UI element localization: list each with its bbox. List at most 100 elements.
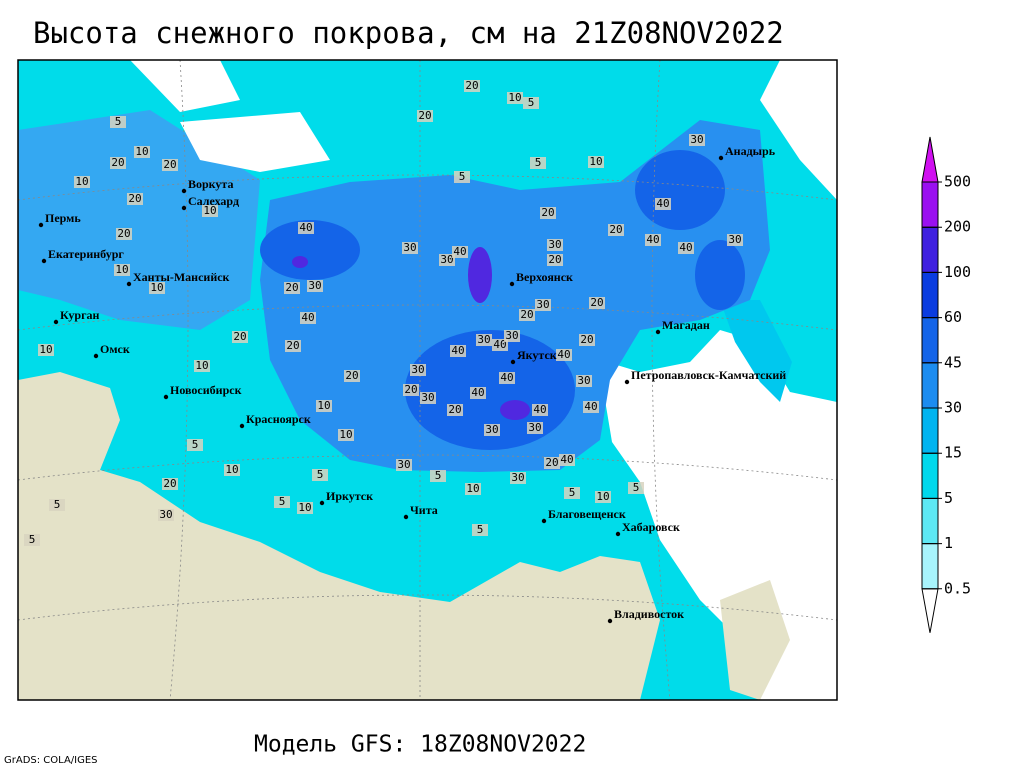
contour-label-box [450,345,466,357]
contour-label-box [158,509,174,521]
contour-label: 40 [493,338,506,351]
snow-region [635,150,725,230]
city-label: Омск [100,342,130,356]
map-frame [17,59,838,701]
contour-label-box [519,309,535,321]
legend-label: 30 [944,399,962,417]
contour-label-box [645,234,661,246]
contour-label: 20 [590,296,603,309]
city-dot [126,281,132,287]
city-label: Воркута [188,177,233,191]
contour-label-box [564,487,580,499]
color-band [921,271,939,319]
contour-label: 5 [535,156,542,169]
contour-label: 30 [403,241,416,254]
city-dot [624,379,630,385]
contour-label-box [285,340,301,352]
contour-label-box [49,499,65,511]
contour-label: 10 [508,91,521,104]
contour-label-box [187,439,203,451]
contour-label-box [298,222,314,234]
contour-label: 30 [411,363,424,376]
contour-label-box [499,372,515,384]
contour-label: 5 [477,523,484,536]
contour-label-box [297,502,313,514]
contour-label-box [417,110,433,122]
city-label: Благовещенск [548,507,626,521]
contour-label-box [38,344,54,356]
legend-label: 0.5 [944,579,971,597]
contour-label: 30 [505,329,518,342]
contour-label-box [476,334,492,346]
contour-label-box [530,157,546,169]
city-dot [239,423,245,429]
contour-label: 20 [609,223,622,236]
city-label: Владивосток [614,607,684,621]
contour-label-box [547,239,563,251]
snow-region [695,240,745,310]
contour-label: 5 [279,495,286,508]
contour-label-box [454,171,470,183]
contour-label: 30 [485,423,498,436]
contour-label: 20 [541,206,554,219]
contour-label-box [523,97,539,109]
contour-label: 5 [54,498,61,511]
contour-label: 10 [589,155,602,168]
contour-label: 40 [299,221,312,234]
contour-label-box [535,299,551,311]
contour-label: 10 [317,399,330,412]
color-band [921,362,939,409]
contour-label: 30 [421,391,434,404]
contour-label: 20 [545,456,558,469]
color-band [921,181,939,228]
city-label: Верхоянск [516,270,573,284]
contour-label-box [344,370,360,382]
contour-label-box [527,422,543,434]
city-label: Екатеринбург [48,247,124,261]
contour-label-box [396,459,412,471]
contour-label: 5 [633,481,640,494]
color-band [921,543,939,590]
city-label: Салехард [188,194,239,208]
snow-region [260,220,360,280]
contour-label-box [74,176,90,188]
contour-label-box [547,254,563,266]
contour-label-box [300,312,316,324]
contour-label: 20 [163,158,176,171]
map [17,59,838,701]
contour-label-box [439,254,455,266]
color-band [921,497,939,545]
contour-label: 10 [203,204,216,217]
contour-label: 20 [580,333,593,346]
credit: GrADS: COLA/IGES [4,755,98,766]
snow-region [500,400,530,420]
contour-label: 30 [728,233,741,246]
contour-label-box [312,469,328,481]
contour-label: 20 [117,227,130,240]
contour-label-box [588,156,604,168]
city-dot [181,188,187,194]
city-dot [615,531,621,537]
contour-label: 10 [115,263,128,276]
contour-label-box [628,482,644,494]
contour-label-box [655,198,671,210]
contour-label-box [465,483,481,495]
city-label: Петропавловск-Камчатский [631,368,786,382]
contour-label-box [540,207,556,219]
contour-label: 30 [159,508,172,521]
contour-label: 30 [577,374,590,387]
city-dot [509,281,515,287]
contour-label: 30 [528,421,541,434]
contour-label: 30 [477,333,490,346]
color-band [921,226,939,273]
contour-label-box [134,146,150,158]
city-label: Иркутск [326,489,373,503]
city-label: Магадан [662,318,710,332]
graticule [17,59,838,701]
contour-label: 20 [448,403,461,416]
snow-region [18,110,260,330]
contour-label: 20 [286,339,299,352]
contour-label: 40 [656,197,669,210]
contour-label-box [583,401,599,413]
